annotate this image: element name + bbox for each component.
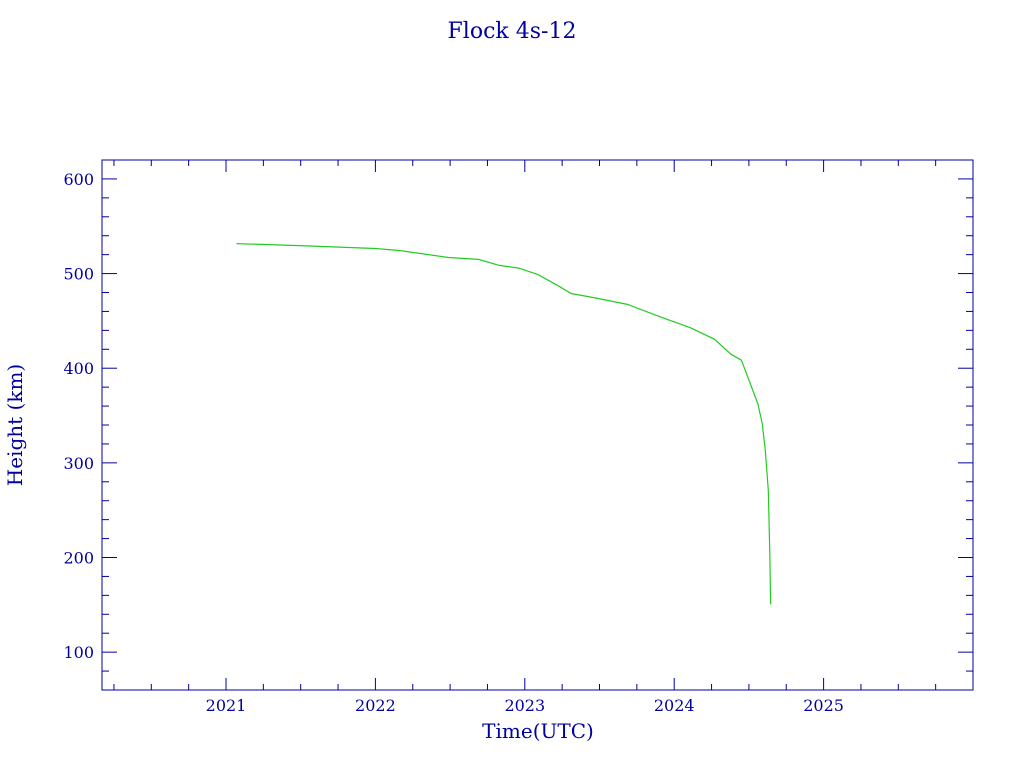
x-axis-label: Time(UTC) bbox=[482, 719, 594, 743]
y-tick-label: 400 bbox=[63, 359, 94, 378]
y-tick-label: 300 bbox=[63, 454, 94, 473]
plot-frame bbox=[101, 159, 974, 691]
x-tick-label: 2023 bbox=[504, 696, 545, 715]
y-axis-label: Height (km) bbox=[3, 364, 27, 486]
y-tick-label: 600 bbox=[63, 170, 94, 189]
x-tick-label: 2025 bbox=[803, 696, 844, 715]
chart-title: Flock 4s-12 bbox=[448, 19, 577, 44]
y-tick-label: 200 bbox=[63, 549, 94, 568]
height-series-line bbox=[236, 243, 772, 605]
x-tick-label: 2024 bbox=[654, 696, 695, 715]
y-tick-label: 500 bbox=[63, 265, 94, 284]
x-tick-label: 2022 bbox=[355, 696, 396, 715]
y-tick-label: 100 bbox=[63, 643, 94, 662]
x-tick-label: 2021 bbox=[206, 696, 247, 715]
